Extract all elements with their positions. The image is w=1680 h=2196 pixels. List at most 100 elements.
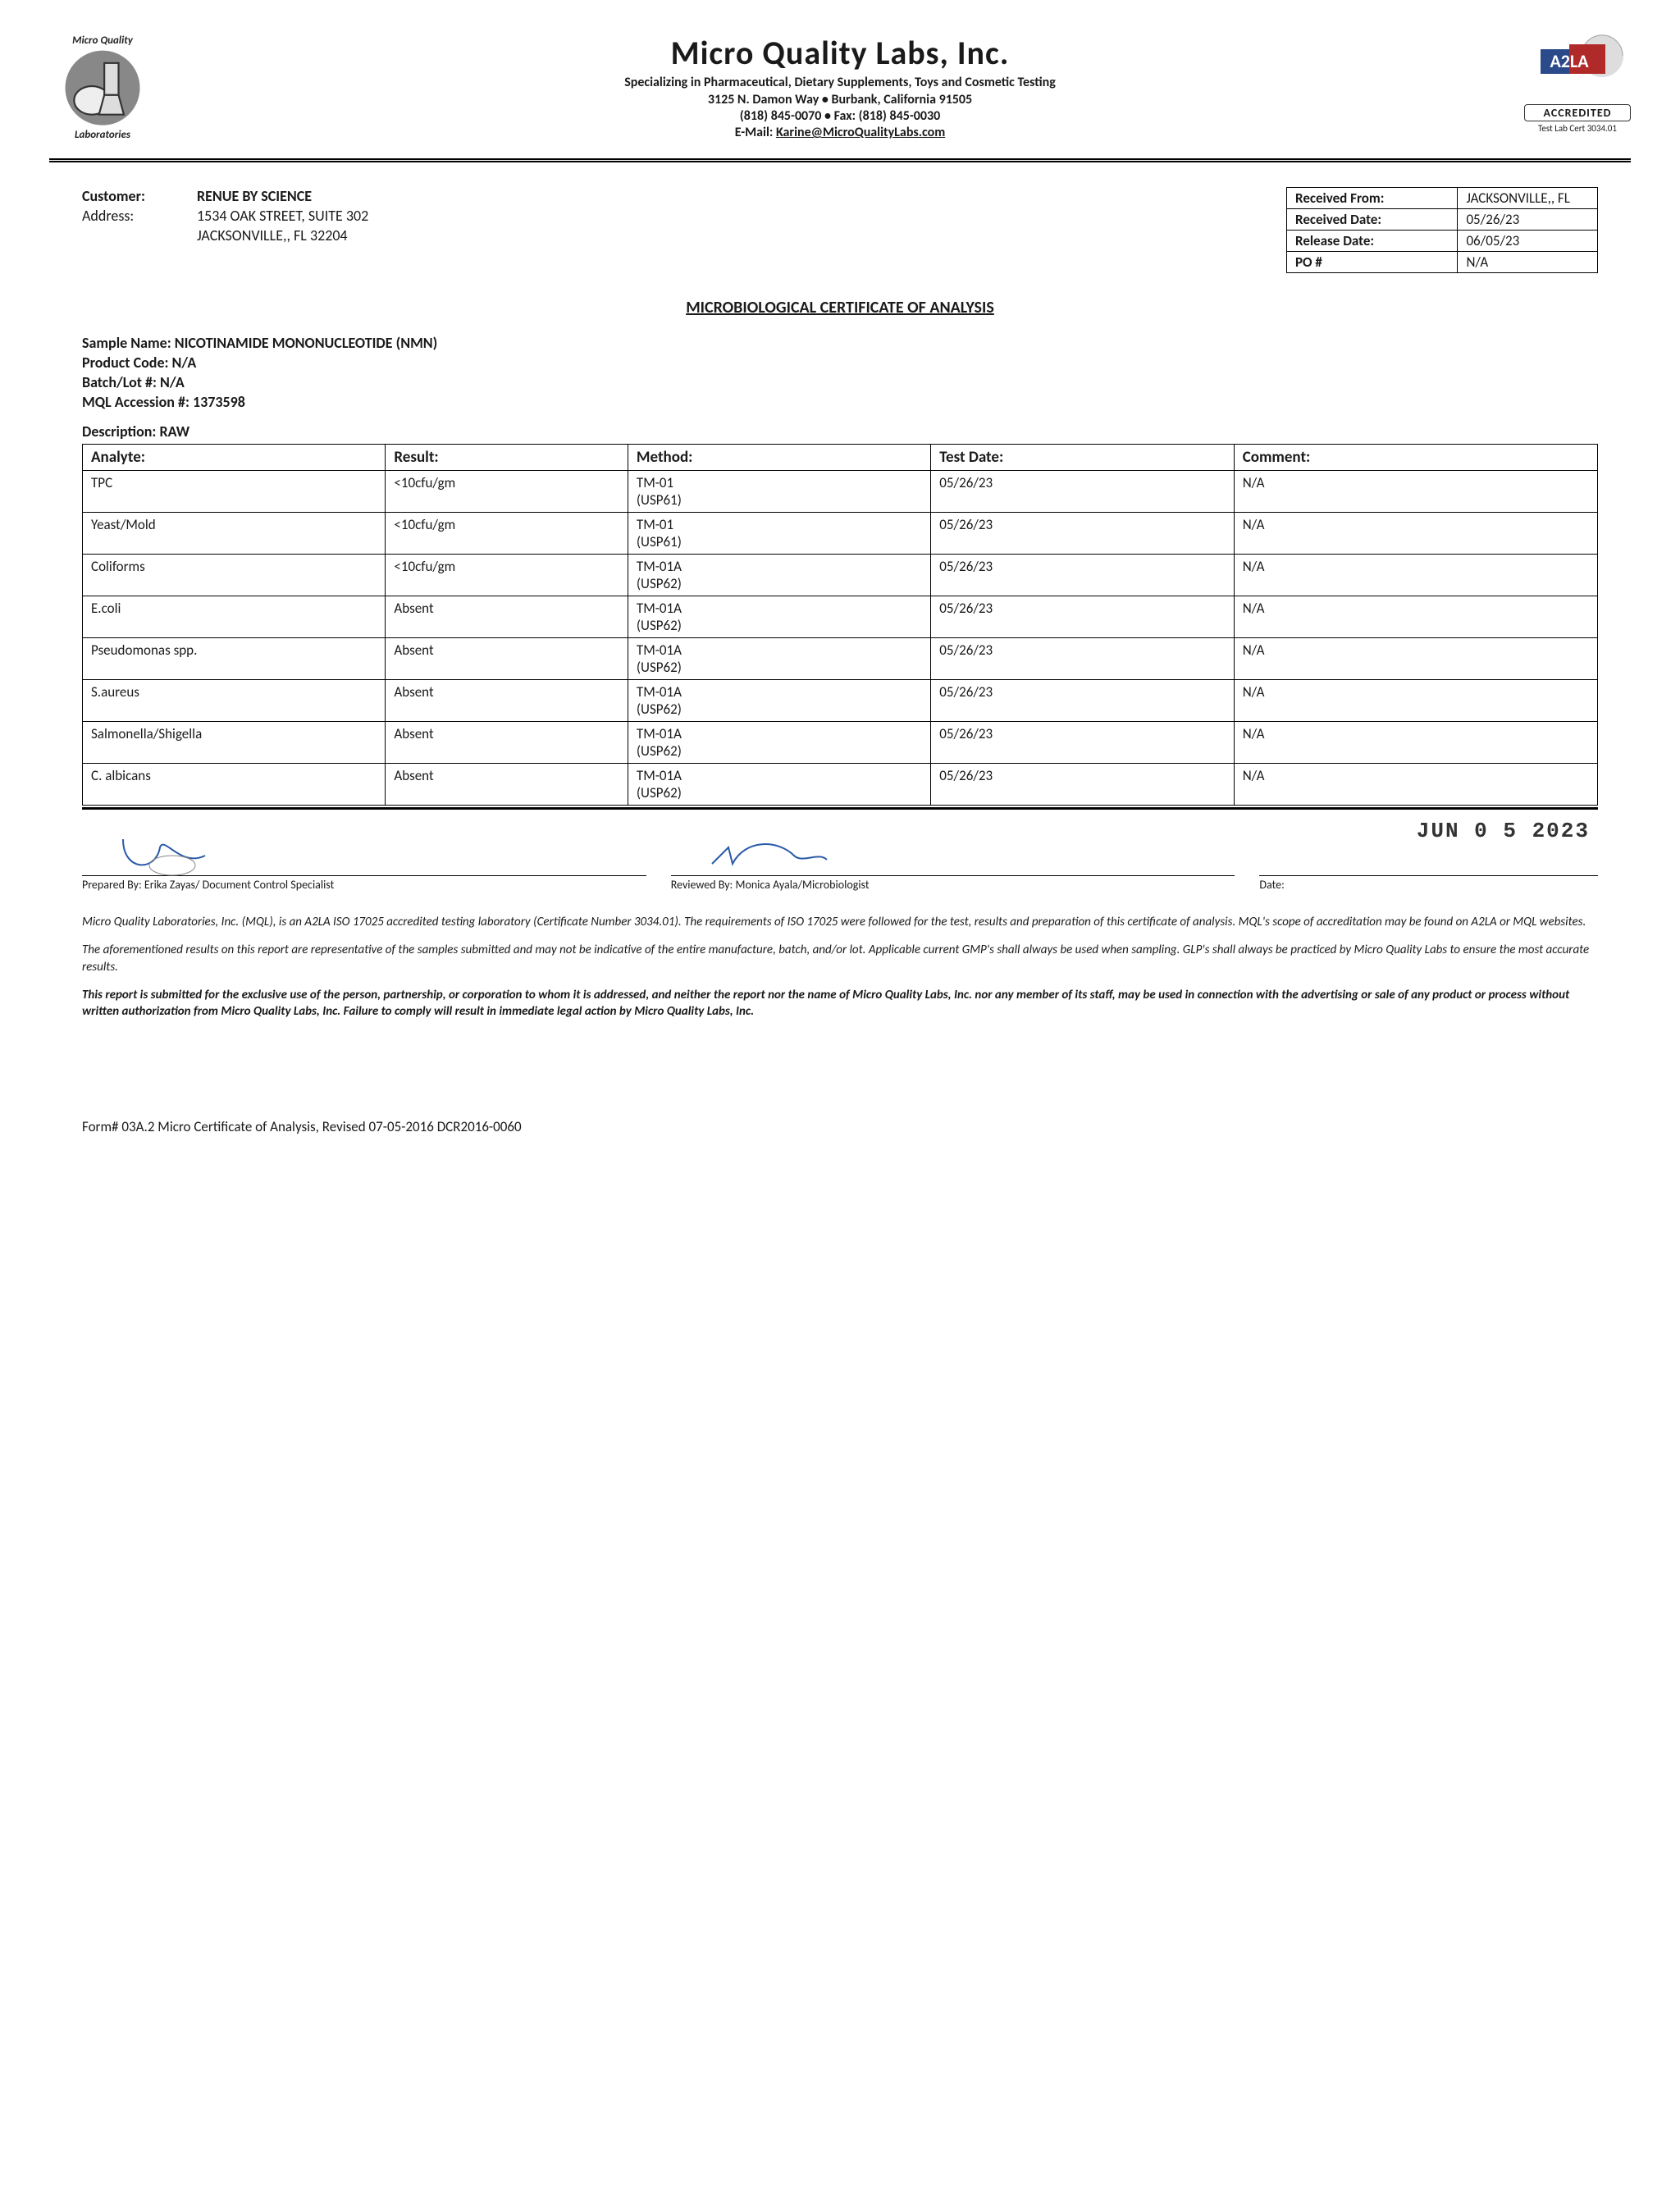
result-cell: Absent (386, 638, 628, 680)
accredited-cert-number: Test Lab Cert 3034.01 (1524, 123, 1631, 134)
company-logo-left: Micro Quality Laboratories (49, 33, 156, 144)
date-label: Date: (1259, 878, 1284, 892)
analyte-cell: TPC (83, 471, 386, 513)
customer-name: RENUE BY SCIENCE (197, 187, 1237, 205)
table-bottom-rule (82, 807, 1598, 810)
accession-number: MQL Accession #: 1373598 (82, 393, 1598, 411)
results-column-header: Result: (386, 445, 628, 471)
table-row: Salmonella/ShigellaAbsentTM-01A (USP62)0… (83, 722, 1598, 764)
sample-info: Sample Name: NICOTINAMIDE MONONUCLEOTIDE… (82, 334, 1598, 411)
accreditation-logo: A2LA ACCREDITED Test Lab Cert 3034.01 (1524, 33, 1631, 134)
header-center: Micro Quality Labs, Inc. Specializing in… (156, 33, 1524, 140)
table-row: E.coliAbsentTM-01A (USP62)05/26/23N/A (83, 596, 1598, 638)
method-cell: TM-01A (USP62) (628, 722, 930, 764)
signature-prepared-icon (115, 831, 230, 876)
method-cell: TM-01A (USP62) (628, 680, 930, 722)
meta-label: Received From: (1287, 188, 1458, 209)
analyte-cell: Pseudomonas spp. (83, 638, 386, 680)
testdate-cell: 05/26/23 (931, 555, 1234, 596)
meta-value: JACKSONVILLE,, FL (1458, 188, 1598, 209)
testdate-cell: 05/26/23 (931, 513, 1234, 555)
date-cell: JUN 0 5 2023 Date: (1259, 875, 1598, 894)
stamp-date: JUN 0 5 2023 (1417, 819, 1590, 843)
tagline: Specializing in Pharmaceutical, Dietary … (172, 75, 1508, 90)
table-row: Coliforms<10cfu/gmTM-01A (USP62)05/26/23… (83, 555, 1598, 596)
flask-logo-icon: Micro Quality Laboratories (49, 33, 156, 139)
result-cell: <10cfu/gm (386, 471, 628, 513)
analyte-cell: Coliforms (83, 555, 386, 596)
meta-value: N/A (1458, 252, 1598, 273)
batch-lot: Batch/Lot #: N/A (82, 373, 1598, 391)
testdate-cell: 05/26/23 (931, 764, 1234, 806)
company-name: Micro Quality Labs, Inc. (172, 33, 1508, 73)
analyte-cell: E.coli (83, 596, 386, 638)
disclaimer-p3: This report is submitted for the exclusi… (82, 987, 1598, 1020)
comment-cell: N/A (1234, 513, 1597, 555)
method-cell: TM-01 (USP61) (628, 513, 930, 555)
prepared-by-text: Prepared By: Erika Zayas/ Document Contr… (82, 878, 334, 892)
analyte-cell: Yeast/Mold (83, 513, 386, 555)
meta-row: Received From:JACKSONVILLE,, FL (1287, 188, 1598, 209)
sample-description: Description: RAW (82, 422, 1598, 441)
customer-label: Customer: (82, 187, 197, 205)
signature-row: Prepared By: Erika Zayas/ Document Contr… (82, 875, 1598, 894)
table-row: C. albicansAbsentTM-01A (USP62)05/26/23N… (83, 764, 1598, 806)
comment-cell: N/A (1234, 471, 1597, 513)
result-cell: <10cfu/gm (386, 555, 628, 596)
method-cell: TM-01A (USP62) (628, 764, 930, 806)
company-phone-fax: (818) 845-0070 • Fax: (818) 845-0030 (172, 108, 1508, 124)
method-cell: TM-01A (USP62) (628, 555, 930, 596)
analyte-cell: Salmonella/Shigella (83, 722, 386, 764)
svg-text:A2LA: A2LA (1550, 50, 1589, 72)
address-label: Address: (82, 207, 197, 225)
testdate-cell: 05/26/23 (931, 471, 1234, 513)
a2la-logo-icon: A2LA (1524, 33, 1631, 98)
page-header: Micro Quality Laboratories Micro Quality… (49, 33, 1631, 162)
table-row: Yeast/Mold<10cfu/gmTM-01 (USP61)05/26/23… (83, 513, 1598, 555)
customer-block: Customer: RENUE BY SCIENCE Address: 1534… (82, 187, 1237, 273)
company-email: Karine@MicroQualityLabs.com (776, 125, 945, 140)
sample-name-line: Sample Name: NICOTINAMIDE MONONUCLEOTIDE… (82, 334, 1598, 352)
comment-cell: N/A (1234, 596, 1597, 638)
sample-name: NICOTINAMIDE MONONUCLEOTIDE (NMN) (175, 334, 438, 352)
reviewed-by-cell: Reviewed By: Monica Ayala/Microbiologist (671, 875, 1235, 894)
results-column-header: Analyte: (83, 445, 386, 471)
form-footer: Form# 03A.2 Micro Certificate of Analysi… (82, 1118, 1598, 1135)
analyte-cell: S.aureus (83, 680, 386, 722)
result-cell: Absent (386, 722, 628, 764)
meta-value: 06/05/23 (1458, 231, 1598, 252)
testdate-cell: 05/26/23 (931, 722, 1234, 764)
comment-cell: N/A (1234, 680, 1597, 722)
meta-row: Release Date:06/05/23 (1287, 231, 1598, 252)
results-column-header: Test Date: (931, 445, 1234, 471)
meta-value: 05/26/23 (1458, 209, 1598, 231)
meta-label: Release Date: (1287, 231, 1458, 252)
prepared-by-cell: Prepared By: Erika Zayas/ Document Contr… (82, 875, 646, 894)
result-cell: Absent (386, 764, 628, 806)
meta-table: Received From:JACKSONVILLE,, FLReceived … (1286, 187, 1598, 273)
method-cell: TM-01A (USP62) (628, 596, 930, 638)
disclaimer-block: Micro Quality Laboratories, Inc. (MQL), … (82, 914, 1598, 1020)
accredited-label: ACCREDITED (1524, 104, 1631, 121)
method-cell: TM-01A (USP62) (628, 638, 930, 680)
logo-top-text: Micro Quality (72, 34, 134, 47)
method-cell: TM-01 (USP61) (628, 471, 930, 513)
analyte-cell: C. albicans (83, 764, 386, 806)
meta-label: Received Date: (1287, 209, 1458, 231)
results-column-header: Comment: (1234, 445, 1597, 471)
disclaimer-p1: Micro Quality Laboratories, Inc. (MQL), … (82, 914, 1598, 930)
comment-cell: N/A (1234, 764, 1597, 806)
meta-row: PO #N/A (1287, 252, 1598, 273)
document-title: MICROBIOLOGICAL CERTIFICATE OF ANALYSIS (49, 298, 1631, 317)
meta-label: PO # (1287, 252, 1458, 273)
meta-row: Received Date:05/26/23 (1287, 209, 1598, 231)
table-row: Pseudomonas spp.AbsentTM-01A (USP62)05/2… (83, 638, 1598, 680)
testdate-cell: 05/26/23 (931, 638, 1234, 680)
result-cell: Absent (386, 596, 628, 638)
testdate-cell: 05/26/23 (931, 596, 1234, 638)
signature-block (82, 818, 1598, 867)
sample-name-label: Sample Name: (82, 334, 175, 352)
signature-reviewed-icon (704, 831, 835, 876)
company-email-line: E-Mail: Karine@MicroQualityLabs.com (172, 125, 1508, 140)
comment-cell: N/A (1234, 722, 1597, 764)
